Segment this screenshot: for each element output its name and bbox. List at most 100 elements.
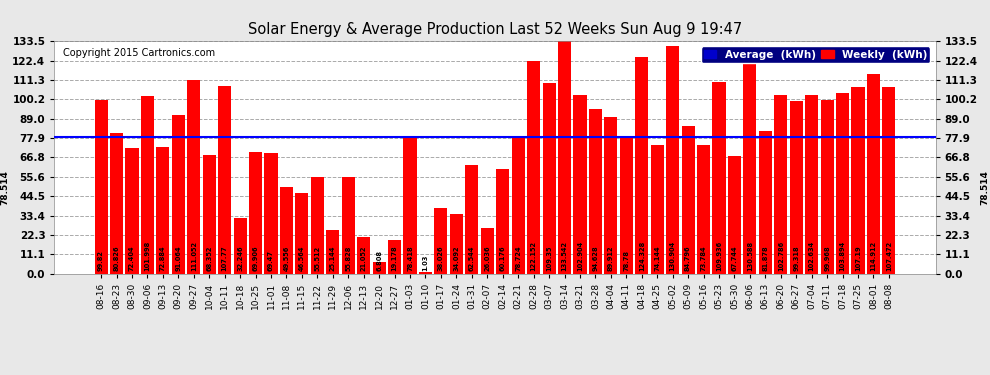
Text: 32.246: 32.246 bbox=[237, 246, 244, 271]
Bar bbox=[728, 156, 742, 274]
Bar bbox=[558, 41, 571, 274]
Text: 102.634: 102.634 bbox=[809, 241, 815, 271]
Bar bbox=[342, 177, 354, 274]
Bar bbox=[449, 214, 463, 274]
Bar bbox=[681, 126, 695, 274]
Text: 55.512: 55.512 bbox=[315, 246, 321, 271]
Text: 102.904: 102.904 bbox=[577, 241, 583, 271]
Bar bbox=[465, 165, 478, 274]
Text: 19.178: 19.178 bbox=[392, 246, 398, 271]
Text: 99.318: 99.318 bbox=[793, 246, 799, 271]
Bar bbox=[435, 207, 447, 274]
Text: 78.724: 78.724 bbox=[515, 246, 521, 271]
Bar bbox=[774, 95, 787, 274]
Bar bbox=[280, 188, 293, 274]
Bar bbox=[697, 145, 710, 274]
Text: 1.03: 1.03 bbox=[423, 255, 429, 271]
Text: 102.786: 102.786 bbox=[778, 241, 784, 271]
Bar bbox=[620, 136, 633, 274]
Text: 124.328: 124.328 bbox=[639, 241, 644, 271]
Bar bbox=[187, 80, 200, 274]
Text: 26.036: 26.036 bbox=[484, 246, 490, 271]
Bar bbox=[666, 46, 679, 274]
Bar bbox=[264, 153, 277, 274]
Bar bbox=[758, 131, 772, 274]
Bar bbox=[311, 177, 324, 274]
Bar bbox=[650, 145, 663, 274]
Bar bbox=[419, 272, 432, 274]
Text: 74.144: 74.144 bbox=[654, 246, 660, 271]
Bar bbox=[851, 87, 864, 274]
Bar bbox=[636, 57, 648, 274]
Text: 73.784: 73.784 bbox=[701, 246, 707, 271]
Bar bbox=[141, 96, 154, 274]
Bar bbox=[512, 136, 525, 274]
Bar bbox=[821, 100, 834, 274]
Text: 69.47: 69.47 bbox=[268, 250, 274, 271]
Text: 78.514: 78.514 bbox=[0, 170, 10, 205]
Bar bbox=[327, 230, 340, 274]
Text: 111.052: 111.052 bbox=[191, 241, 197, 271]
Text: 55.828: 55.828 bbox=[346, 246, 351, 271]
Bar bbox=[867, 74, 880, 274]
Text: 34.092: 34.092 bbox=[453, 246, 459, 271]
Text: Copyright 2015 Cartronics.com: Copyright 2015 Cartronics.com bbox=[63, 48, 216, 58]
Bar bbox=[218, 86, 232, 274]
Text: 68.352: 68.352 bbox=[206, 246, 212, 271]
Text: 107.19: 107.19 bbox=[855, 246, 861, 271]
Bar bbox=[110, 133, 123, 274]
Text: 109.35: 109.35 bbox=[546, 246, 552, 271]
Text: 91.064: 91.064 bbox=[175, 246, 181, 271]
Bar bbox=[156, 147, 169, 274]
Bar bbox=[404, 137, 417, 274]
Text: 101.998: 101.998 bbox=[145, 241, 150, 271]
Text: 133.542: 133.542 bbox=[561, 241, 567, 271]
Bar bbox=[171, 115, 185, 274]
Text: 84.796: 84.796 bbox=[685, 246, 691, 271]
Text: 72.404: 72.404 bbox=[129, 246, 135, 271]
Text: 114.912: 114.912 bbox=[870, 241, 876, 271]
Text: 109.936: 109.936 bbox=[716, 241, 722, 271]
Bar bbox=[481, 228, 494, 274]
Text: 46.564: 46.564 bbox=[299, 246, 305, 271]
Text: 99.968: 99.968 bbox=[824, 246, 831, 271]
Text: 94.628: 94.628 bbox=[592, 246, 598, 271]
Bar bbox=[790, 101, 803, 274]
Bar bbox=[388, 240, 401, 274]
Bar bbox=[357, 237, 370, 274]
Text: 107.472: 107.472 bbox=[886, 241, 892, 271]
Text: 25.144: 25.144 bbox=[330, 246, 336, 271]
Text: 99.82: 99.82 bbox=[98, 250, 104, 271]
Text: 107.77: 107.77 bbox=[222, 246, 228, 271]
Bar bbox=[94, 100, 108, 274]
Bar bbox=[203, 155, 216, 274]
Text: 62.544: 62.544 bbox=[469, 246, 475, 271]
Bar bbox=[234, 217, 247, 274]
Text: 21.052: 21.052 bbox=[360, 246, 366, 271]
Text: 78.514: 78.514 bbox=[980, 170, 990, 205]
Bar bbox=[543, 83, 555, 274]
Bar bbox=[713, 82, 726, 274]
Bar bbox=[126, 148, 139, 274]
Bar bbox=[496, 169, 509, 274]
Bar bbox=[248, 152, 262, 274]
Bar bbox=[604, 117, 618, 274]
Bar bbox=[573, 94, 586, 274]
Text: 60.176: 60.176 bbox=[500, 246, 506, 271]
Text: 80.826: 80.826 bbox=[114, 246, 120, 271]
Text: 130.904: 130.904 bbox=[669, 241, 675, 271]
Text: 78.418: 78.418 bbox=[407, 246, 413, 271]
Title: Solar Energy & Average Production Last 52 Weeks Sun Aug 9 19:47: Solar Energy & Average Production Last 5… bbox=[248, 22, 742, 37]
Text: 130.588: 130.588 bbox=[746, 241, 753, 271]
Bar bbox=[589, 109, 602, 274]
Bar bbox=[882, 87, 896, 274]
Bar bbox=[836, 93, 849, 274]
Text: 69.906: 69.906 bbox=[252, 246, 258, 271]
Text: 103.894: 103.894 bbox=[840, 241, 845, 271]
Text: 38.026: 38.026 bbox=[438, 246, 444, 271]
Text: 89.912: 89.912 bbox=[608, 246, 614, 271]
Bar bbox=[527, 61, 541, 274]
Text: 72.884: 72.884 bbox=[159, 246, 166, 271]
Bar bbox=[372, 262, 386, 274]
Text: 122.152: 122.152 bbox=[531, 241, 537, 271]
